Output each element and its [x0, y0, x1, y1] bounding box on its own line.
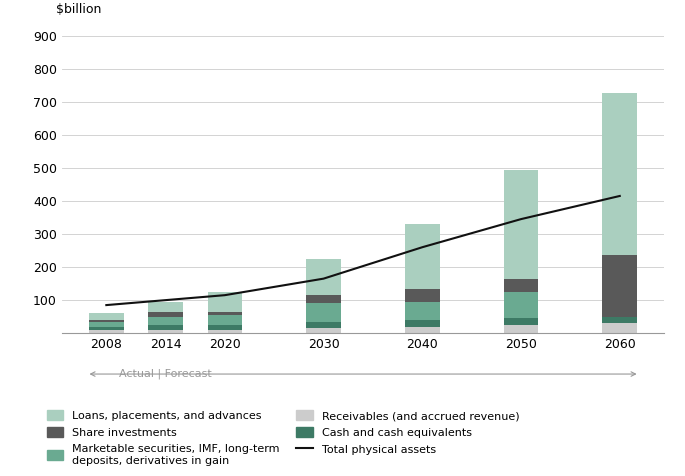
Y-axis label: $billion: $billion: [55, 3, 101, 16]
Bar: [89, 330, 123, 333]
Bar: [503, 325, 538, 333]
Bar: [148, 325, 183, 330]
Legend: Loans, placements, and advances, Share investments, Marketable securities, IMF, : Loans, placements, and advances, Share i…: [47, 410, 519, 466]
Bar: [503, 292, 538, 318]
Bar: [306, 328, 341, 333]
Bar: [405, 224, 440, 288]
Bar: [405, 327, 440, 333]
Bar: [306, 322, 341, 328]
Bar: [603, 93, 637, 256]
Bar: [306, 259, 341, 295]
Bar: [405, 320, 440, 327]
Bar: [208, 292, 242, 312]
Bar: [208, 315, 242, 325]
Bar: [148, 317, 183, 325]
Bar: [89, 320, 123, 322]
Bar: [405, 302, 440, 320]
Bar: [503, 278, 538, 292]
Bar: [603, 323, 637, 333]
Bar: [603, 256, 637, 317]
Bar: [148, 302, 183, 312]
Bar: [405, 288, 440, 302]
Bar: [208, 325, 242, 330]
Bar: [148, 330, 183, 333]
Bar: [208, 330, 242, 333]
Bar: [503, 169, 538, 278]
Bar: [306, 303, 341, 322]
Bar: [306, 295, 341, 303]
Bar: [208, 312, 242, 315]
Bar: [503, 318, 538, 325]
Text: Actual | Forecast: Actual | Forecast: [119, 369, 212, 379]
Bar: [89, 327, 123, 330]
Bar: [603, 317, 637, 323]
Bar: [89, 322, 123, 327]
Bar: [148, 312, 183, 317]
Bar: [89, 313, 123, 320]
